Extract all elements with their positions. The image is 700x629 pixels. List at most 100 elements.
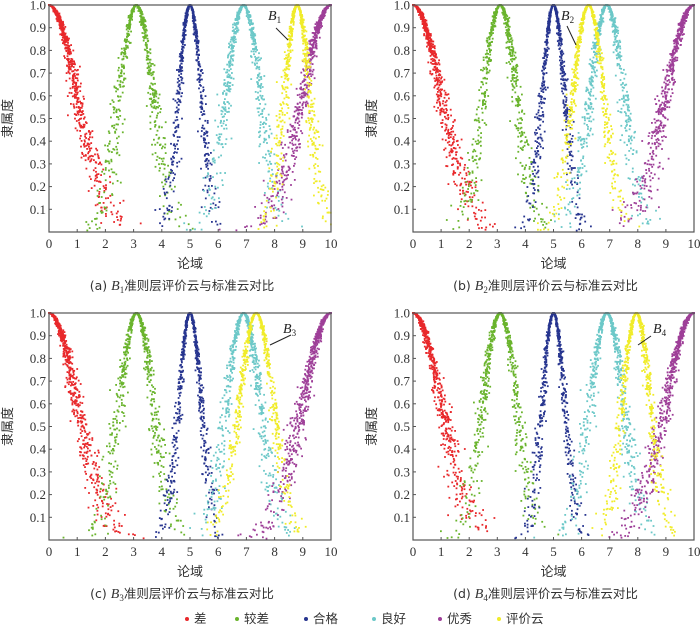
data-point (457, 166, 459, 169)
data-point (311, 57, 314, 60)
data-point (310, 106, 312, 108)
data-point (72, 81, 75, 84)
data-point (293, 162, 296, 165)
data-point (196, 45, 199, 48)
data-point (450, 128, 452, 130)
data-point (217, 125, 219, 128)
data-point (474, 184, 477, 186)
data-point (184, 214, 187, 217)
data-point (309, 73, 312, 75)
data-point (515, 77, 518, 79)
data-point (72, 103, 75, 106)
data-point (544, 226, 547, 229)
data-point (76, 73, 79, 76)
data-point (474, 140, 477, 143)
data-point (223, 120, 225, 122)
data-point (301, 132, 304, 135)
data-point (523, 182, 526, 184)
data-point (154, 165, 157, 168)
data-point (95, 223, 97, 226)
data-point (145, 42, 147, 44)
data-point (64, 46, 67, 49)
data-point (511, 51, 514, 54)
data-point (309, 91, 312, 94)
data-point (254, 206, 256, 208)
data-point (281, 201, 284, 204)
data-point (205, 209, 207, 212)
data-point (90, 178, 92, 180)
data-point (140, 16, 142, 18)
data-point (257, 91, 259, 94)
data-point (81, 151, 83, 154)
data-point (270, 200, 273, 203)
data-point (122, 199, 125, 202)
data-point (480, 86, 482, 89)
data-point (283, 179, 286, 181)
data-point (154, 82, 156, 85)
data-point (138, 21, 141, 23)
data-point (90, 187, 93, 189)
data-point (61, 36, 64, 39)
data-point (301, 23, 304, 26)
data-point (320, 194, 323, 197)
data-point (65, 44, 68, 46)
data-point (200, 167, 202, 170)
data-point (301, 36, 304, 39)
x-tick-label: 2 (102, 236, 109, 251)
data-point (267, 113, 270, 116)
data-point (164, 183, 167, 186)
data-point (281, 183, 284, 186)
data-point (299, 143, 301, 145)
data-point (162, 188, 165, 190)
data-point (69, 48, 71, 51)
data-point (221, 110, 224, 113)
data-point (277, 214, 280, 217)
data-point (119, 72, 122, 74)
data-point (208, 178, 211, 180)
data-point (105, 184, 107, 187)
data-point (181, 48, 183, 51)
data-point (76, 98, 79, 101)
data-point (119, 83, 122, 86)
data-point (70, 63, 73, 65)
data-point (295, 156, 298, 159)
data-point (123, 66, 125, 69)
data-point (75, 120, 78, 122)
data-point (107, 197, 109, 199)
data-point (92, 155, 94, 158)
data-point (173, 121, 175, 124)
data-point (180, 76, 183, 79)
data-point (434, 84, 437, 87)
data-point (438, 59, 440, 62)
data-point (142, 27, 145, 30)
data-point (256, 81, 258, 83)
data-point (475, 162, 478, 165)
data-point (176, 101, 178, 104)
data-point (79, 130, 81, 132)
data-point (304, 88, 306, 91)
data-point (299, 88, 302, 90)
data-point (313, 151, 316, 154)
data-point (313, 182, 315, 184)
data-point (205, 215, 208, 218)
data-point (158, 169, 161, 172)
data-point (84, 135, 86, 138)
data-point (195, 36, 197, 38)
data-point (459, 189, 461, 192)
data-point (269, 187, 271, 190)
data-point (158, 125, 161, 128)
data-point (87, 152, 89, 155)
data-point (276, 125, 279, 128)
data-point (452, 136, 455, 138)
data-point (151, 101, 154, 104)
data-point (314, 147, 317, 150)
data-point (471, 199, 473, 201)
data-point (198, 211, 201, 214)
data-point (471, 155, 474, 158)
data-point (169, 184, 172, 187)
data-point (520, 122, 522, 125)
data-point (146, 37, 149, 40)
data-point (460, 200, 462, 203)
data-point (198, 221, 201, 224)
data-point (177, 123, 180, 126)
